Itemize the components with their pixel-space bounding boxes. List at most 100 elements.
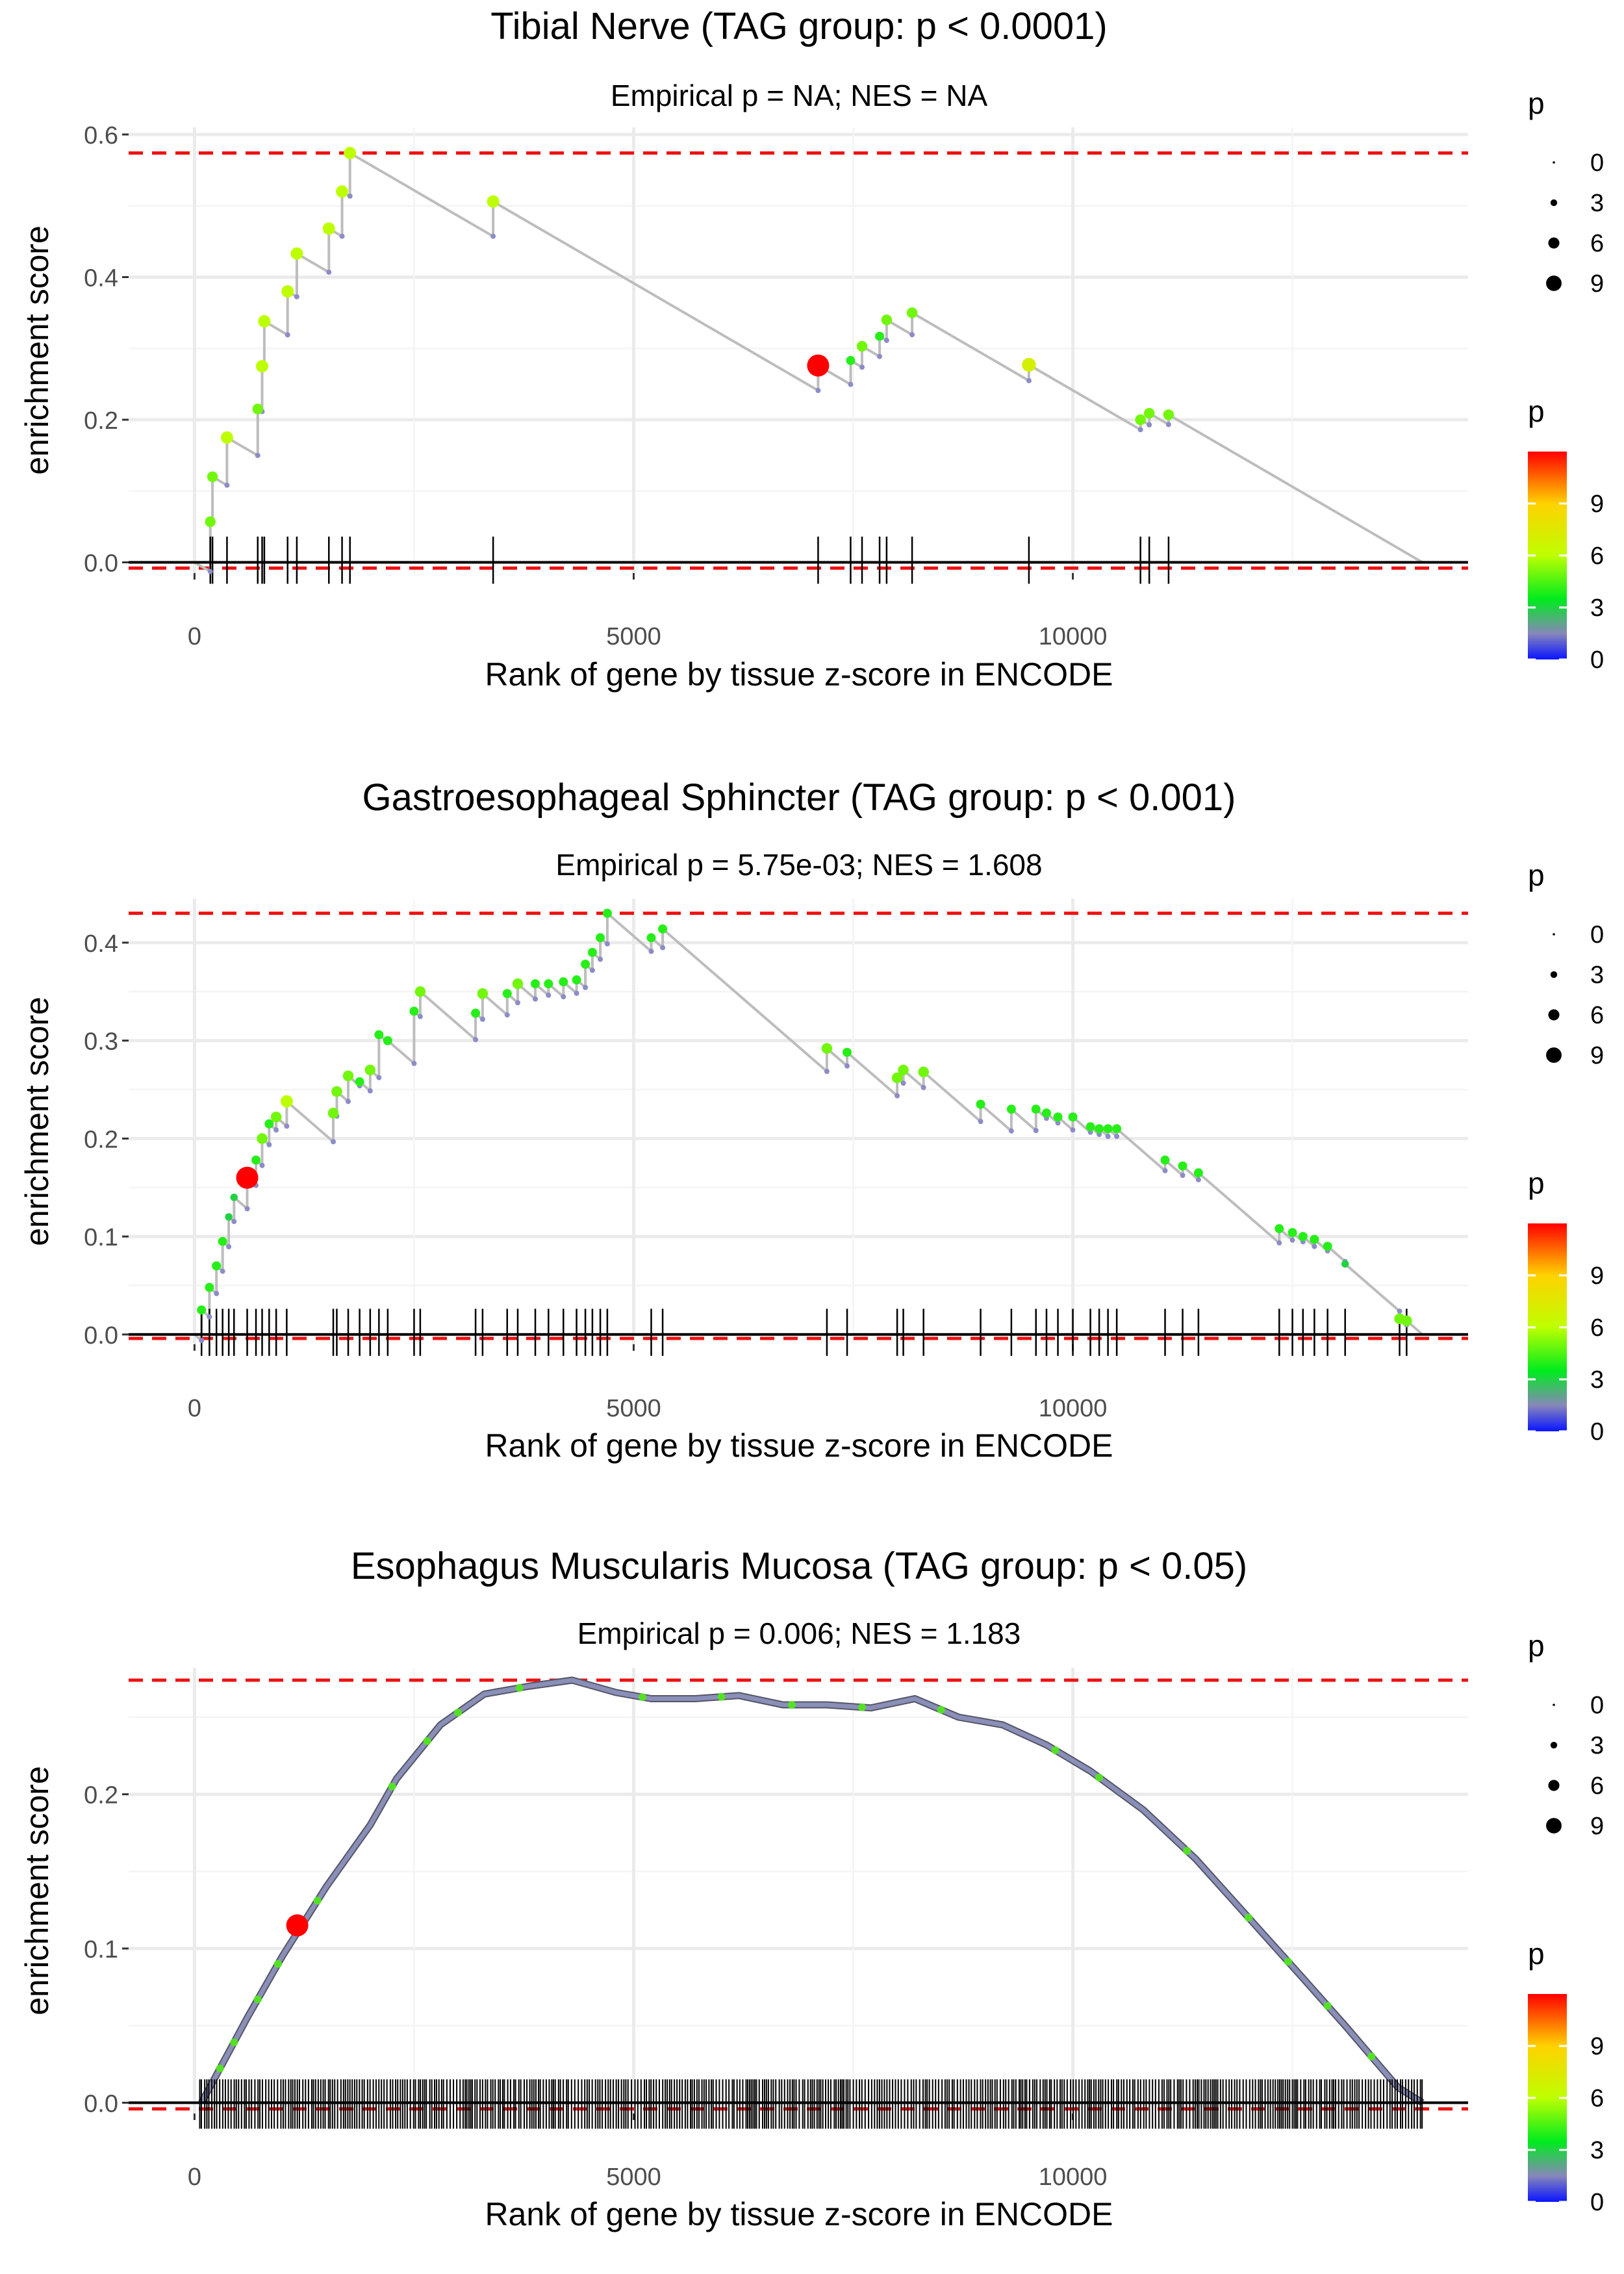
size-legend-label: 0 xyxy=(1590,1692,1604,1719)
gene-point xyxy=(336,185,349,198)
gene-point-low xyxy=(339,233,345,239)
color-bar-label: 9 xyxy=(1590,491,1604,518)
gene-point-low xyxy=(1008,1128,1014,1134)
gene-point-low xyxy=(604,941,610,947)
gene-point-low xyxy=(589,967,595,973)
x-axis-label: Rank of gene by tissue z-score in ENCODE xyxy=(485,1427,1113,1464)
size-legend-key xyxy=(1553,933,1555,936)
gene-point xyxy=(906,307,918,318)
gene-point xyxy=(374,1030,384,1040)
gene-point-low xyxy=(285,332,290,338)
running-enrichment-line xyxy=(194,151,1423,574)
chart-panel-1: Tibial Nerve (TAG group: p < 0.0001) Empi… xyxy=(19,5,1604,693)
gene-point-low xyxy=(660,945,666,951)
gene-point xyxy=(471,1008,481,1018)
gene-point-low xyxy=(326,269,332,275)
gene-point-low xyxy=(598,956,603,962)
gene-point-low xyxy=(574,990,579,996)
gene-point-low xyxy=(199,1338,205,1344)
gene-point-low xyxy=(207,568,213,574)
gene-point xyxy=(515,1683,524,1692)
gene-point-low xyxy=(848,381,854,387)
size-legend-title: p xyxy=(1528,86,1545,120)
chart-panel-3: Esophagus Muscularis Mucosa (TAG group: … xyxy=(19,1545,1604,2232)
gene-point xyxy=(898,1064,909,1076)
gene-point xyxy=(875,331,885,341)
size-legend-label: 3 xyxy=(1590,190,1604,217)
gene-point-low xyxy=(1312,1244,1317,1249)
color-bar-label: 6 xyxy=(1590,543,1604,570)
gene-point-low xyxy=(1114,1134,1120,1140)
gene-point-low xyxy=(1137,427,1143,433)
y-tick-label: 0.0 xyxy=(84,550,118,578)
color-bar-label: 3 xyxy=(1590,1366,1604,1394)
color-bar-label: 9 xyxy=(1590,2033,1604,2060)
running-enrichment-line xyxy=(199,1678,1424,2105)
gene-point xyxy=(512,978,524,990)
gene-point xyxy=(290,247,303,260)
gene-point-low xyxy=(844,1063,850,1069)
gene-point xyxy=(1041,1108,1051,1118)
gene-rug xyxy=(199,2079,1423,2129)
gene-point xyxy=(207,471,218,483)
size-legend-label: 0 xyxy=(1590,921,1604,949)
color-legend-title: p xyxy=(1528,1937,1545,1971)
gene-point-low xyxy=(259,1162,265,1168)
size-legend-key xyxy=(1553,161,1555,164)
gene-point xyxy=(881,314,893,326)
gene-point xyxy=(331,1086,342,1097)
gene-point xyxy=(280,1095,293,1108)
gene-point-low xyxy=(583,984,589,990)
size-legend-title: p xyxy=(1528,858,1545,892)
color-bar-label: 0 xyxy=(1590,1418,1604,1446)
gene-point-low xyxy=(479,1016,485,1022)
gene-point xyxy=(581,960,590,969)
gene-point xyxy=(891,1072,903,1084)
gene-point xyxy=(264,1119,274,1129)
gene-point xyxy=(531,979,540,989)
color-legend-title: p xyxy=(1528,1166,1545,1200)
gene-point xyxy=(205,516,216,528)
gene-point-low xyxy=(546,992,552,998)
gene-point-low xyxy=(824,1069,830,1075)
gene-point xyxy=(1143,407,1155,419)
y-tick-label: 0.2 xyxy=(84,407,118,435)
running-enrichment-outline xyxy=(198,1676,1425,2106)
size-legend-key xyxy=(1550,1741,1558,1749)
size-legend-label: 9 xyxy=(1590,270,1604,298)
gene-point xyxy=(344,147,357,160)
color-bar-label: 0 xyxy=(1590,2189,1604,2216)
gene-point-low xyxy=(1147,422,1152,428)
size-legend-key xyxy=(1553,1704,1555,1706)
gene-point xyxy=(251,1155,261,1165)
gene-point xyxy=(559,977,568,987)
gene-point xyxy=(1284,1958,1292,1966)
gene-point-low xyxy=(900,1080,906,1086)
gene-point-low xyxy=(859,364,865,370)
gene-point-low xyxy=(894,1093,900,1099)
gene-point xyxy=(602,908,612,918)
gene-point xyxy=(1298,1232,1308,1242)
y-tick-label: 0.3 xyxy=(84,1028,118,1056)
x-tick-label: 5000 xyxy=(606,2164,661,2191)
chart-subtitle: Empirical p = 5.75e-03; NES = 1.608 xyxy=(555,848,1042,882)
gene-point xyxy=(256,360,269,373)
size-legend-label: 3 xyxy=(1590,962,1604,989)
gene-point xyxy=(1031,1105,1041,1114)
highlight-gene-point xyxy=(286,1914,309,1937)
gene-point-low xyxy=(224,482,230,488)
gene-point xyxy=(1051,1746,1059,1754)
gene-point xyxy=(1112,1124,1122,1134)
gene-point xyxy=(1288,1228,1297,1238)
gene-point-low xyxy=(231,1219,237,1225)
size-legend-key xyxy=(1550,971,1558,978)
gene-point-low xyxy=(331,1139,336,1145)
size-legend-label: 9 xyxy=(1590,1042,1604,1069)
x-tick-label: 0 xyxy=(188,623,201,650)
size-legend-key xyxy=(1546,275,1562,291)
gene-point-low xyxy=(1195,1177,1201,1182)
gene-point xyxy=(858,1703,867,1711)
gene-point xyxy=(1135,414,1146,426)
gene-point xyxy=(487,195,500,208)
